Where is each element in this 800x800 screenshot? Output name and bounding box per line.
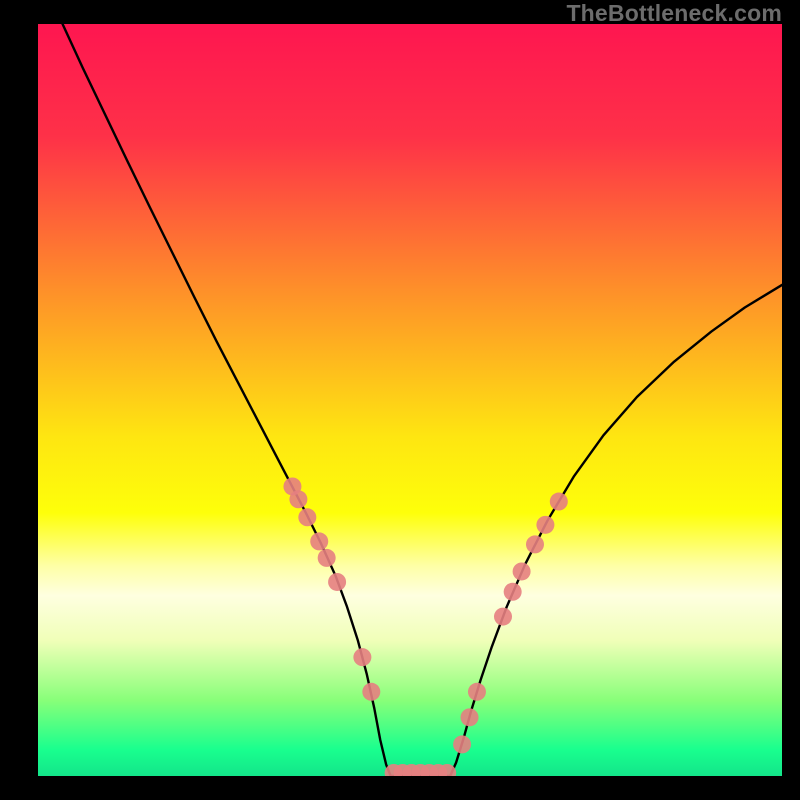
data-marker [289,490,307,508]
data-marker [362,683,380,701]
plot-area [38,24,782,776]
data-marker [461,708,479,726]
data-marker [468,683,486,701]
chart-stage: TheBottleneck.com [0,0,800,800]
data-marker [494,608,512,626]
bottleneck-curve [450,285,782,776]
data-marker [453,735,471,753]
data-marker [310,532,328,550]
watermark-text: TheBottleneck.com [566,0,782,27]
data-marker [526,535,544,553]
data-marker [353,648,371,666]
data-marker [504,583,522,601]
data-marker [328,573,346,591]
bottleneck-curve [63,24,391,776]
data-marker [536,516,554,534]
data-marker [513,562,531,580]
data-marker [298,508,316,526]
data-marker [318,549,336,567]
curve-layer [38,24,782,776]
data-marker [550,493,568,511]
